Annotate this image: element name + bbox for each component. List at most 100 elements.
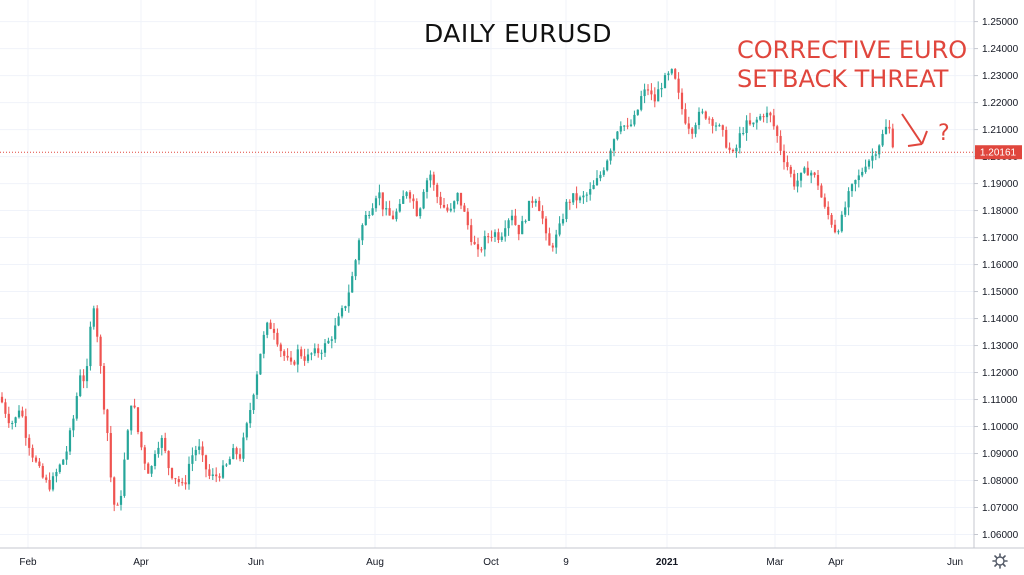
candle-body	[881, 133, 884, 146]
candle-body	[541, 210, 544, 219]
candle-body	[235, 448, 238, 455]
candle-body	[436, 184, 439, 197]
candle-body	[201, 446, 204, 456]
candle-body	[595, 178, 599, 186]
settings-gear-icon[interactable]	[992, 553, 1008, 569]
candle-body	[507, 220, 510, 229]
candle-body	[252, 394, 255, 411]
candle-body	[555, 234, 558, 248]
candle-body	[272, 328, 276, 333]
candle-body	[221, 465, 225, 478]
candle-body	[806, 167, 809, 176]
price-axis-panel[interactable]	[974, 0, 1024, 575]
candle-body	[589, 189, 592, 195]
grid	[0, 0, 974, 548]
candle-body	[765, 112, 769, 118]
candle-body	[813, 172, 816, 176]
candle-body	[527, 200, 531, 221]
time-tick-label: Oct	[483, 557, 499, 568]
candle-body	[500, 236, 503, 240]
candle-body	[521, 221, 524, 235]
price-tick-label: 1.17000	[982, 233, 1019, 244]
candle-body	[476, 244, 480, 250]
candle-body	[153, 454, 157, 467]
candle-body	[711, 119, 714, 126]
candle-body	[218, 476, 221, 478]
candle-body	[891, 128, 894, 148]
candles	[0, 68, 894, 512]
candle-body	[150, 466, 153, 474]
candle-body	[313, 348, 316, 354]
candle-body	[374, 198, 378, 209]
candle-body	[725, 129, 728, 148]
candle-body	[493, 232, 497, 237]
candle-body	[490, 236, 493, 238]
price-tick-label: 1.08000	[982, 476, 1019, 487]
candle-body	[245, 423, 248, 438]
candle-body	[803, 167, 806, 173]
candle-body	[65, 451, 68, 460]
candle-body	[0, 396, 4, 403]
candle-body	[181, 482, 184, 484]
candle-body	[568, 201, 571, 203]
candle-body	[884, 126, 888, 134]
candle-body	[786, 162, 789, 167]
candle-body	[337, 316, 340, 326]
candle-body	[459, 192, 463, 206]
candle-body	[640, 96, 643, 110]
candle-body	[820, 185, 823, 198]
candle-body	[79, 375, 82, 397]
candle-body	[92, 308, 95, 327]
annotation-line-1: CORRECTIVE EURO	[737, 36, 967, 64]
candle-body	[762, 116, 765, 118]
candle-body	[113, 477, 116, 505]
candle-body	[439, 196, 442, 205]
candle-body	[558, 223, 561, 235]
candle-body	[320, 352, 323, 354]
candle-body	[789, 166, 792, 174]
candle-body	[361, 225, 364, 241]
candle-body	[11, 423, 14, 425]
candle-body	[473, 241, 476, 245]
price-tick-label: 1.19000	[982, 179, 1019, 190]
candle-body	[643, 89, 646, 97]
candle-body	[28, 437, 31, 448]
candle-body	[170, 468, 174, 479]
candle-body	[204, 455, 208, 470]
candle-body	[837, 231, 840, 233]
time-axis[interactable]: Feb Apr Jun Aug Oct 9 2021 Mar Apr Jun	[19, 557, 963, 568]
candle-body	[487, 236, 490, 238]
candle-body	[534, 200, 537, 203]
candle-body	[623, 125, 626, 127]
candle-body	[136, 407, 140, 432]
candle-body	[619, 126, 622, 132]
time-tick-label: Mar	[766, 557, 784, 568]
candle-body	[888, 126, 891, 129]
candle-body	[602, 170, 605, 175]
candle-body	[7, 413, 10, 424]
candle-body	[429, 174, 432, 181]
candle-body	[215, 474, 218, 477]
candle-body	[276, 332, 279, 345]
candle-body	[575, 193, 578, 201]
candle-body	[391, 215, 395, 220]
candle-body	[194, 449, 197, 456]
candle-body	[721, 125, 724, 130]
candle-body	[650, 90, 653, 95]
candle-body	[735, 147, 738, 152]
price-tick-label: 1.15000	[982, 287, 1019, 298]
candle-body	[327, 340, 330, 344]
candle-body	[551, 245, 554, 248]
candle-body	[174, 478, 177, 480]
candle-body	[449, 208, 452, 211]
candle-body	[514, 215, 517, 225]
candle-body	[255, 374, 259, 395]
current-price-label: 1.20161	[975, 145, 1022, 160]
candle-body	[306, 354, 310, 361]
candle-body	[616, 131, 619, 140]
candle-body	[453, 201, 456, 209]
candle-body	[242, 437, 245, 459]
candle-body	[466, 211, 469, 226]
